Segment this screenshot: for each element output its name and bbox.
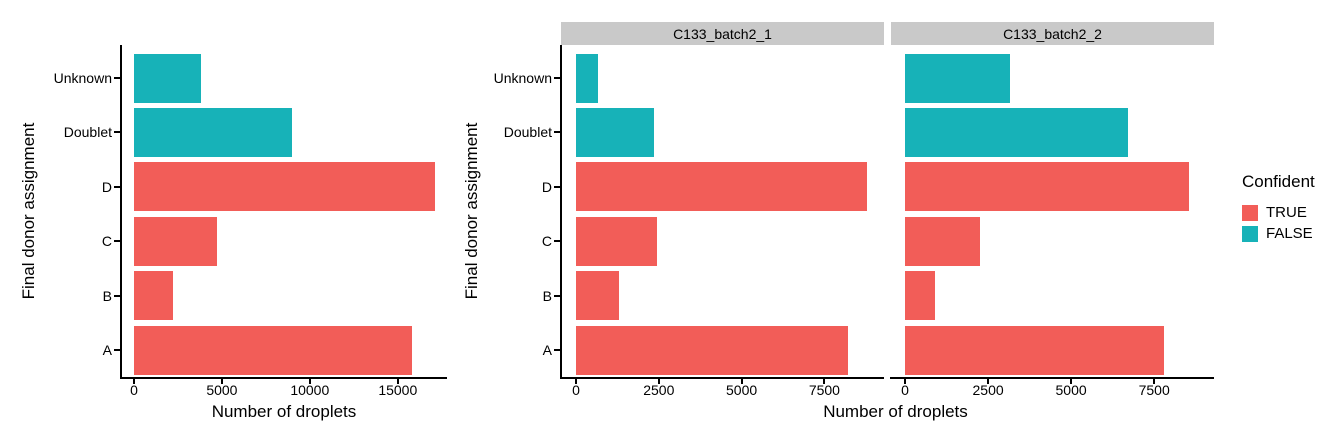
bar-a <box>576 325 848 375</box>
legend-title: Confident <box>1242 172 1315 191</box>
x-tick-mark <box>308 379 311 384</box>
bar-c <box>576 216 658 266</box>
facet-strip-label: C133_batch2_1 <box>673 25 772 42</box>
x-tick-mark <box>657 379 660 384</box>
x-tick-mark <box>823 379 826 384</box>
bar-c <box>905 216 980 266</box>
bar-d <box>905 162 1190 212</box>
bar-d <box>134 162 435 212</box>
bar-b <box>905 271 935 321</box>
bar-d <box>576 162 868 212</box>
y-tick-label: B <box>102 287 112 304</box>
legend-swatch-true <box>1242 205 1258 221</box>
y-tick-mark <box>114 240 120 243</box>
y-axis-title-left: Final donor assignment <box>19 122 38 300</box>
y-tick-mark <box>114 77 120 79</box>
bar-a <box>905 325 1165 375</box>
legend-label-true: TRUE <box>1266 204 1307 221</box>
x-axis-line <box>120 377 447 379</box>
y-tick-label: D <box>541 178 552 195</box>
bar-doublet <box>134 107 293 157</box>
bar-unknown <box>576 53 598 103</box>
y-tick-label: C <box>101 233 112 250</box>
y-tick-label: C <box>541 233 552 250</box>
legend-swatch-false <box>1242 226 1258 242</box>
bar-b <box>134 271 173 321</box>
bar-c <box>134 216 217 266</box>
x-tick-label: 0 <box>572 382 580 398</box>
x-tick-mark <box>133 379 135 384</box>
y-tick-mark <box>554 185 560 188</box>
x-tick-mark <box>1070 379 1073 384</box>
bar-unknown <box>905 53 1010 103</box>
x-axis-line <box>560 377 884 379</box>
facet-strip-batch2-1: C133_batch2_1 <box>561 22 884 45</box>
x-tick-label: 7500 <box>808 382 840 398</box>
y-tick-label: A <box>542 342 552 358</box>
x-axis-title-left: Number of droplets <box>211 402 357 421</box>
y-axis-line <box>120 45 122 379</box>
x-tick-label: 0 <box>130 382 138 398</box>
y-tick-mark <box>114 185 120 188</box>
y-tick-label: Doublet <box>503 124 552 141</box>
facet-strip-label: C133_batch2_2 <box>1003 25 1102 42</box>
x-axis-title-right: Number of droplets <box>823 402 968 421</box>
y-tick-label: Unknown <box>493 70 552 86</box>
x-tick-mark <box>220 379 223 384</box>
bar-doublet <box>905 107 1128 157</box>
facet-strip-batch2-2: C133_batch2_2 <box>891 22 1214 45</box>
x-tick-mark <box>575 379 577 384</box>
y-tick-mark <box>114 349 120 351</box>
bar-b <box>576 271 620 321</box>
bar-a <box>134 325 412 375</box>
legend-label-false: FALSE <box>1266 225 1313 242</box>
x-tick-label: 10000 <box>290 382 330 398</box>
y-tick-label: A <box>102 342 112 358</box>
bar-unknown <box>134 53 201 103</box>
x-tick-label: 7500 <box>1138 382 1170 398</box>
x-tick-mark <box>396 379 399 384</box>
y-tick-mark <box>554 240 560 243</box>
y-tick-mark <box>114 294 120 297</box>
y-tick-label: Doublet <box>63 124 112 141</box>
y-axis-line <box>560 45 562 379</box>
y-tick-mark <box>114 131 120 134</box>
x-tick-mark <box>987 379 990 384</box>
x-tick-mark <box>904 379 906 384</box>
bar-doublet <box>576 107 654 157</box>
x-tick-label: 0 <box>901 382 909 398</box>
x-tick-mark <box>1153 379 1156 384</box>
x-tick-label: 5000 <box>726 382 758 398</box>
y-axis-title-right: Final donor assignment <box>462 122 481 300</box>
y-tick-label: D <box>101 178 112 195</box>
x-tick-mark <box>740 379 743 384</box>
y-tick-mark <box>554 294 560 297</box>
x-tick-label: 5000 <box>206 382 238 398</box>
y-tick-mark <box>554 349 560 351</box>
y-tick-mark <box>554 77 560 79</box>
x-tick-label: 5000 <box>1055 382 1087 398</box>
x-axis-line <box>890 377 1214 379</box>
x-tick-label: 2500 <box>643 382 675 398</box>
y-tick-label: Unknown <box>53 70 112 86</box>
y-tick-label: B <box>542 287 552 304</box>
x-tick-label: 15000 <box>378 382 418 398</box>
y-tick-mark <box>554 131 560 134</box>
x-tick-label: 2500 <box>972 382 1004 398</box>
